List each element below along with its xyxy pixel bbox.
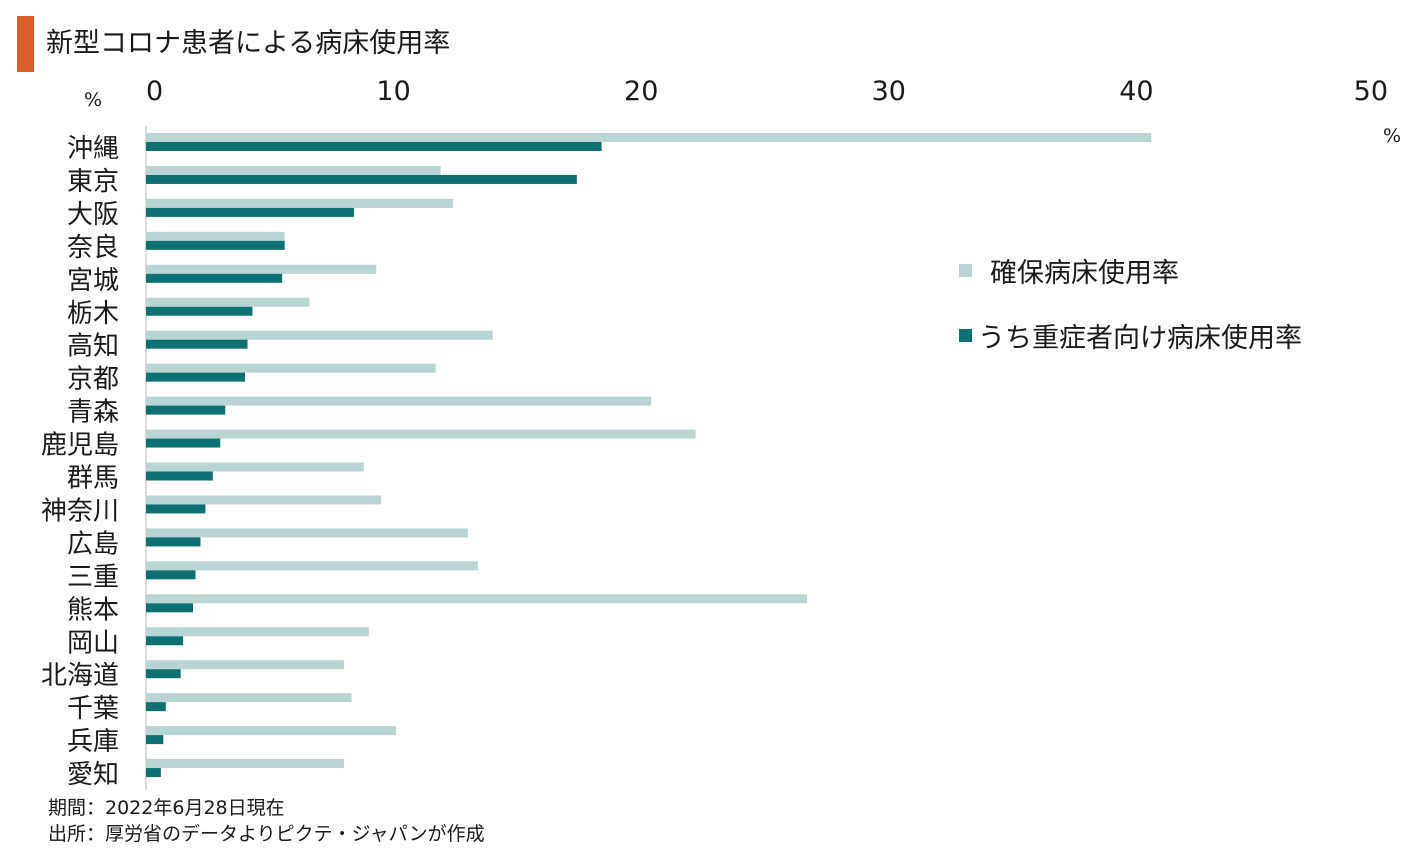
x-unit-left: % [84,89,102,111]
bar-secured-bed-rate [146,462,364,472]
legend-swatch-secured [959,264,972,277]
bar-secured-bed-rate [146,363,436,373]
footnote-period: 期間：2022年6月28日現在 [48,797,285,819]
category-label: 兵庫 [67,727,119,757]
bar-secured-bed-rate [146,429,696,439]
chart-title: 新型コロナ患者による病床使用率 [46,28,451,59]
category-label: 熊本 [67,595,119,625]
category-label: 鹿児島 [41,431,119,461]
bar-secured-bed-rate [146,528,468,538]
category-label: 北海道 [41,661,119,691]
bar-severe-bed-rate [146,273,283,283]
bar-severe-bed-rate [146,768,161,778]
category-label: 高知 [67,332,119,362]
bar-severe-bed-rate [146,174,577,184]
bar-severe-bed-rate [146,339,248,349]
bar-secured-bed-rate [146,264,377,274]
bar-secured-bed-rate [146,297,310,307]
category-label: 京都 [67,365,119,395]
category-label: 岡山 [67,628,119,658]
x-tick-label: 20 [624,76,658,107]
category-label: 群馬 [67,464,119,494]
bar-secured-bed-rate [146,759,345,769]
bar-severe-bed-rate [146,142,602,151]
footnote-source: 出所：厚労省のデータよりピクテ・ジャパンが作成 [48,823,485,845]
bar-severe-bed-rate [146,669,181,679]
category-label: 愛知 [67,760,119,790]
category-label: 神奈川 [41,496,119,526]
bar-secured-bed-rate [146,693,352,703]
bar-secured-bed-rate [146,133,1152,142]
x-tick-label: 0 [146,76,163,107]
bar-secured-bed-rate [146,561,478,571]
bar-severe-bed-rate [146,636,184,646]
category-label: 広島 [67,529,119,559]
x-tick-label: 30 [872,76,906,107]
bar-severe-bed-rate [146,372,246,382]
title-accent-bar [17,16,34,72]
bar-severe-bed-rate [146,603,194,613]
bar-severe-bed-rate [146,405,226,415]
category-label: 青森 [67,398,119,428]
category-label: 千葉 [67,694,119,724]
bar-secured-bed-rate [146,165,441,175]
category-label: 三重 [67,562,119,592]
bar-secured-bed-rate [146,726,397,736]
category-label: 沖縄 [67,134,119,164]
bar-secured-bed-rate [146,627,369,637]
bar-severe-bed-rate [146,240,285,250]
bar-severe-bed-rate [146,438,221,448]
category-label: 奈良 [67,233,119,263]
x-tick-label: 10 [376,76,410,107]
bar-secured-bed-rate [146,231,285,241]
category-label: 大阪 [67,200,119,230]
bar-secured-bed-rate [146,330,493,340]
bar-severe-bed-rate [146,207,354,217]
x-tick-label: 50 [1354,76,1388,107]
bar-secured-bed-rate [146,495,382,505]
x-tick-label: 40 [1119,76,1153,107]
x-unit-right: % [1383,125,1401,147]
bar-severe-bed-rate [146,504,206,514]
bar-severe-bed-rate [146,537,201,547]
category-label: 東京 [67,167,119,197]
bar-severe-bed-rate [146,735,164,745]
bar-secured-bed-rate [146,198,454,208]
bar-severe-bed-rate [146,306,253,316]
legend-label-secured: 確保病床使用率 [990,258,1179,289]
legend-label-severe: うち重症者向け病床使用率 [978,323,1302,354]
bar-severe-bed-rate [146,471,213,481]
category-label: 栃木 [67,299,119,329]
bar-secured-bed-rate [146,396,652,406]
bar-secured-bed-rate [146,594,808,604]
bar-severe-bed-rate [146,570,196,580]
bar-severe-bed-rate [146,702,166,712]
legend-swatch-severe [959,329,972,342]
category-label: 宮城 [67,266,119,296]
bar-secured-bed-rate [146,660,345,670]
